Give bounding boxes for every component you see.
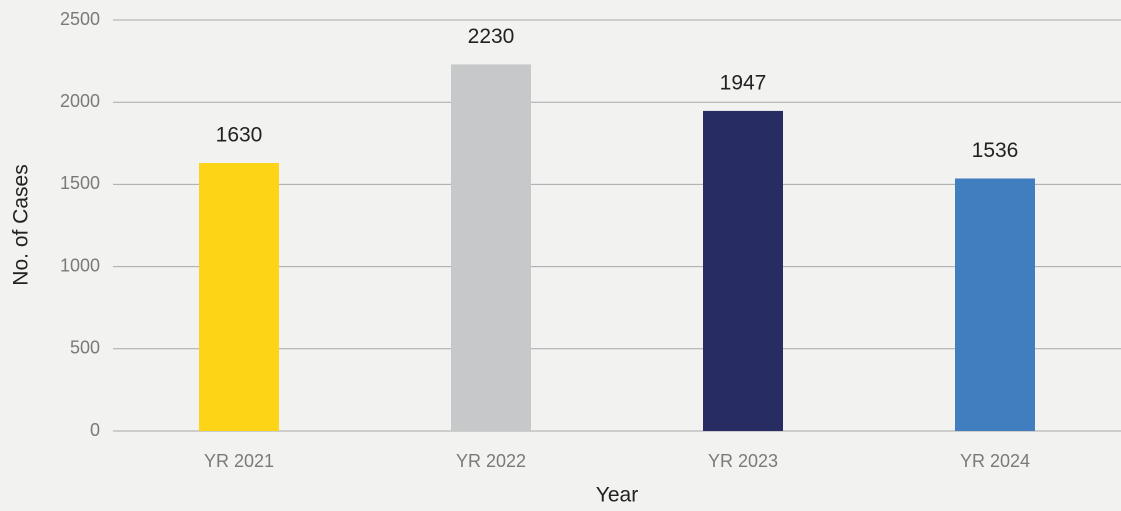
x-axis-title: Year (596, 484, 638, 507)
bar (955, 178, 1035, 431)
y-tick-label: 1000 (60, 255, 100, 275)
bar (199, 163, 279, 431)
data-label: 1630 (216, 124, 263, 147)
x-tick-label: YR 2021 (204, 451, 274, 471)
bar (703, 110, 783, 431)
y-tick-label: 0 (90, 420, 100, 440)
bar (451, 64, 531, 431)
data-label: 2230 (468, 25, 515, 48)
y-tick-label: 2500 (60, 9, 100, 29)
x-tick-label: YR 2024 (960, 451, 1030, 471)
x-tick-label: YR 2023 (708, 451, 778, 471)
y-tick-label: 500 (70, 338, 100, 358)
y-tick-label: 1500 (60, 173, 100, 193)
data-label: 1536 (972, 139, 1019, 162)
y-axis-title: No. of Cases (10, 164, 33, 285)
y-tick-label: 2000 (60, 91, 100, 111)
data-label: 1947 (720, 71, 767, 94)
x-tick-label: YR 2022 (456, 451, 526, 471)
